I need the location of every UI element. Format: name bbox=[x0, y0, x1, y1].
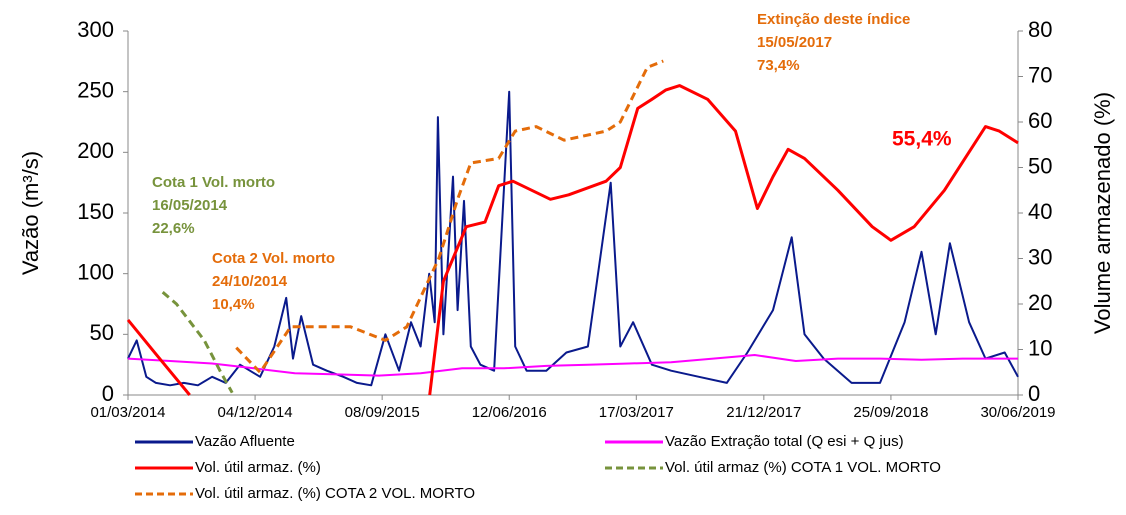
y2-tick-label: 40 bbox=[1028, 199, 1052, 224]
annotation: Cota 1 Vol. morto bbox=[152, 174, 275, 191]
y2-tick-label: 20 bbox=[1028, 290, 1052, 315]
annotation: 24/10/2014 bbox=[212, 273, 288, 290]
legend-label: Vazão Extração total (Q esi + Q jus) bbox=[665, 433, 904, 450]
y-tick-label: 250 bbox=[77, 77, 114, 102]
legend-label: Vol. útil armaz. (%) bbox=[195, 459, 321, 476]
y-tick-label: 150 bbox=[77, 199, 114, 224]
y-axis-label: Vazão (m³/s) bbox=[18, 151, 43, 275]
series-line bbox=[127, 90, 1019, 387]
x-tick-label: 21/12/2017 bbox=[726, 404, 801, 421]
annotation: 10,4% bbox=[212, 296, 255, 313]
annotation: Extinção deste índice bbox=[757, 11, 910, 28]
series-line bbox=[161, 291, 234, 394]
x-tick-label: 08/09/2015 bbox=[345, 404, 420, 421]
y-tick-label: 100 bbox=[77, 259, 114, 284]
annotation: 22,6% bbox=[152, 220, 195, 237]
legend-label: Vol. útil armaz (%) COTA 1 VOL. MORTO bbox=[665, 459, 941, 476]
annotation: 73,4% bbox=[757, 57, 800, 74]
annotation: 55,4% bbox=[892, 128, 952, 151]
y-tick-label: 0 bbox=[102, 381, 114, 406]
series-line bbox=[126, 84, 1019, 396]
y2-axis-label: Volume armazenado (%) bbox=[1090, 92, 1115, 334]
y2-tick-label: 10 bbox=[1028, 335, 1052, 360]
x-tick-label: 04/12/2014 bbox=[218, 404, 293, 421]
y2-tick-label: 0 bbox=[1028, 381, 1040, 406]
x-tick-label: 30/06/2019 bbox=[980, 404, 1055, 421]
annotation: 15/05/2017 bbox=[757, 34, 832, 51]
legend-label: Vol. útil armaz. (%) COTA 2 VOL. MORTO bbox=[195, 485, 475, 502]
annotation: 16/05/2014 bbox=[152, 197, 228, 214]
annotation: Cota 2 Vol. morto bbox=[212, 250, 335, 267]
legend-label: Vazão Afluente bbox=[195, 433, 295, 450]
y2-tick-label: 80 bbox=[1028, 17, 1052, 42]
x-tick-label: 17/03/2017 bbox=[599, 404, 674, 421]
y-tick-label: 50 bbox=[90, 320, 114, 345]
x-tick-label: 25/09/2018 bbox=[853, 404, 928, 421]
x-tick-label: 01/03/2014 bbox=[90, 404, 165, 421]
y2-tick-label: 70 bbox=[1028, 62, 1052, 87]
x-tick-label: 12/06/2016 bbox=[472, 404, 547, 421]
series-line bbox=[127, 354, 1018, 377]
y2-tick-label: 30 bbox=[1028, 244, 1052, 269]
y2-tick-label: 60 bbox=[1028, 108, 1052, 133]
y-tick-label: 200 bbox=[77, 138, 114, 163]
y-tick-label: 300 bbox=[77, 17, 114, 42]
series-line bbox=[235, 59, 664, 374]
y2-tick-label: 50 bbox=[1028, 153, 1052, 178]
